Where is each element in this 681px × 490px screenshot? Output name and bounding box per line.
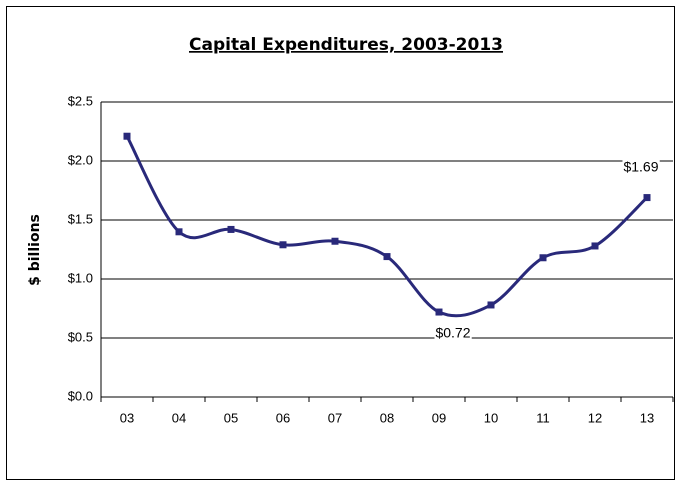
data-label: $0.72 — [435, 325, 470, 341]
x-tick-label: 10 — [484, 410, 498, 425]
marker — [539, 254, 547, 262]
x-tick-label: 07 — [328, 410, 342, 425]
marker — [435, 308, 443, 316]
y-tick-label: $0.0 — [68, 388, 93, 403]
marker — [383, 253, 391, 261]
marker — [279, 241, 287, 249]
x-tick-label: 13 — [640, 410, 654, 425]
y-tick-label: $2.5 — [68, 93, 93, 108]
y-tick-label: $0.5 — [68, 329, 93, 344]
y-tick-label: $1.0 — [68, 270, 93, 285]
x-tick-label: 06 — [276, 410, 290, 425]
x-tick-label: 08 — [380, 410, 394, 425]
marker — [175, 228, 183, 236]
x-tick-label: 03 — [120, 410, 134, 425]
x-tick-label: 12 — [588, 410, 602, 425]
data-label-bg — [434, 324, 472, 341]
y-tick-label: $1.5 — [68, 211, 93, 226]
chart-title: Capital Expenditures, 2003-2013 — [189, 35, 503, 55]
x-tick-label: 05 — [224, 410, 238, 425]
marker — [123, 132, 131, 140]
x-tick-label: 04 — [172, 410, 186, 425]
marker — [487, 301, 495, 309]
x-tick-label: 11 — [536, 410, 550, 425]
marker — [331, 237, 339, 245]
y-tick-label: $2.0 — [68, 152, 93, 167]
y-axis-label: $ billions — [27, 214, 43, 286]
marker — [643, 194, 651, 202]
x-tick-label: 09 — [432, 410, 446, 425]
data-label: $1.69 — [623, 158, 658, 174]
marker — [227, 225, 235, 233]
marker — [591, 242, 599, 250]
data-label-bg — [622, 158, 660, 175]
